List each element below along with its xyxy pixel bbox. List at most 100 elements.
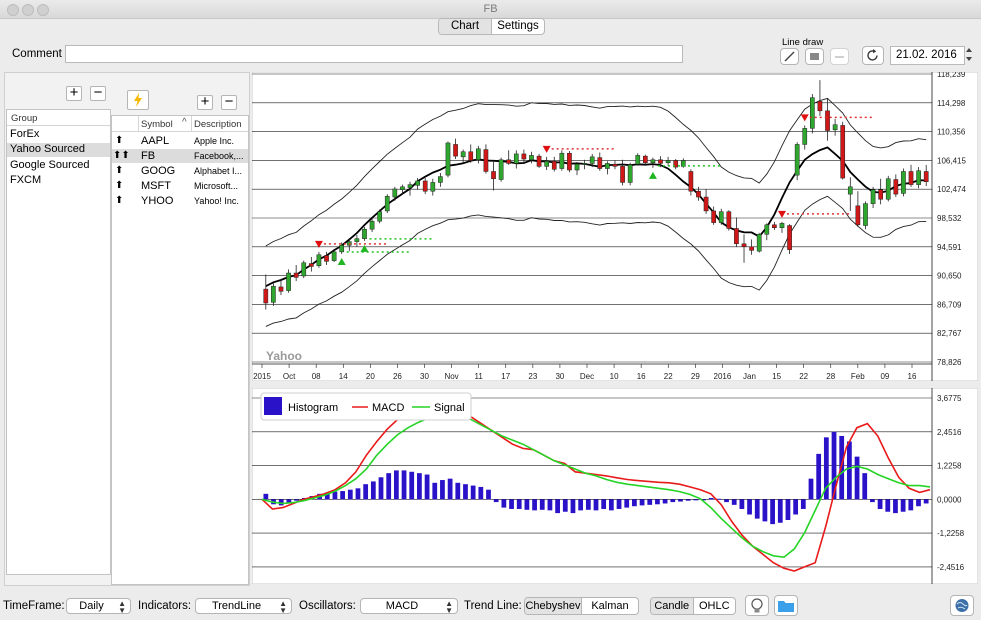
group-item-yahoo-sourced[interactable]: Yahoo Sourced (7, 143, 110, 157)
symbol-column-header[interactable]: Symbol (141, 119, 173, 130)
description-column-header[interactable]: Description (194, 119, 242, 130)
histogram-bar (355, 488, 361, 500)
price-x-tick-label: Dec (580, 372, 594, 381)
minimize-window-button[interactable] (22, 4, 34, 16)
symbol-ticker: YHOO (141, 195, 174, 207)
candle-body (491, 171, 496, 180)
histogram-bar (800, 499, 806, 509)
histogram-bar (846, 441, 852, 500)
chart-type-candle[interactable]: Candle (651, 598, 694, 614)
histogram-bar (501, 499, 507, 508)
price-x-tick-label: 08 (312, 372, 321, 381)
timeframe-select[interactable]: Daily ▲ ▼ (66, 598, 131, 615)
histogram-bar (893, 499, 898, 514)
candle-body (658, 159, 663, 164)
histogram-bar (616, 499, 622, 509)
trend-line-chebyshev[interactable]: Chebyshev (525, 598, 582, 614)
symbol-table: Symbol ^ Description ⬆ AAPL Apple Inc. ⬆… (111, 115, 249, 585)
price-x-tick-label: 23 (528, 372, 537, 381)
candle-body (718, 211, 724, 223)
histogram-bar (263, 493, 269, 500)
candle-body (832, 124, 838, 131)
candle-body (908, 171, 914, 185)
price-x-tick-label: 30 (555, 372, 564, 381)
tab-settings[interactable]: Settings (497, 20, 539, 32)
symbol-row-goog[interactable]: ⬆ GOOG Alphabet I... (112, 164, 248, 178)
chart-type-ohlc[interactable]: OHLC (698, 600, 730, 612)
symbol-row-msft[interactable]: ⬆ MSFT Microsoft... (112, 179, 248, 193)
macd-chart[interactable]: 3,6775 2,4516 1,2258 0,0000 -1,2258 -2,4516 H… (252, 388, 978, 584)
zoom-window-button[interactable] (37, 4, 49, 16)
group-item-forex[interactable]: ForEx (10, 128, 40, 140)
price-x-tick-label: 2015 (253, 372, 271, 381)
histogram-bar (278, 499, 284, 506)
group-item-fxcm[interactable]: FXCM (10, 174, 42, 186)
tab-chart[interactable]: Chart (439, 19, 492, 34)
candle-body (460, 151, 466, 158)
remove-group-button[interactable]: − (90, 84, 106, 101)
updown-chevron-icon: ▲ ▼ (279, 599, 287, 615)
candle-body (271, 285, 276, 303)
timeframe-label: TimeFrame: (3, 600, 65, 612)
buy-signal-marker (648, 171, 657, 179)
add-group-button[interactable]: + (66, 85, 82, 101)
price-y-tick-label: 90,650 (937, 272, 962, 281)
price-x-tick-label: 30 (420, 372, 429, 381)
macd-y-tick-label: -2,4516 (937, 563, 965, 572)
candle-body (923, 171, 929, 182)
draw-horizontal-line-button[interactable] (830, 48, 849, 65)
group-list: Group ForEx Yahoo Sourced Google Sourced… (6, 109, 111, 575)
oscillators-select[interactable]: MACD ▲ ▼ (360, 598, 458, 615)
lightbulb-button[interactable] (745, 595, 769, 616)
candle-body (605, 163, 610, 169)
group-item-google-sourced[interactable]: Google Sourced (10, 159, 90, 171)
price-x-tick-label: 10 (610, 372, 619, 381)
symbol-row-yhoo[interactable]: ⬆ YHOO Yahoo! Inc. (112, 194, 248, 208)
histogram-bar (885, 499, 891, 512)
sell-signal-marker (777, 210, 786, 218)
date-stepper[interactable] (963, 45, 975, 64)
histogram-bar (862, 473, 868, 500)
symbol-row-fb[interactable]: ⬆⬆ FB Facebook,... (112, 149, 248, 163)
minus-icon: − (93, 84, 103, 101)
lightbulb-icon (751, 598, 763, 613)
trend-line (265, 146, 927, 288)
price-chart[interactable]: 118,239 114,298 110,356 106,415 102,474 98,53… (252, 72, 978, 381)
stepper-arrows-icon (966, 48, 972, 61)
folder-button[interactable] (774, 595, 798, 616)
histogram-bar (923, 499, 929, 504)
price-y-tick-label: 114,298 (937, 99, 966, 108)
candle-body (445, 142, 451, 176)
trend-line-kalman[interactable]: Kalman (591, 600, 629, 612)
add-symbol-button[interactable]: + (197, 94, 213, 110)
close-window-button[interactable] (7, 4, 19, 16)
histogram-bar (478, 486, 484, 500)
candle-body (453, 144, 458, 157)
draw-rectangle-button[interactable] (805, 48, 824, 65)
histogram-bar (401, 470, 407, 500)
symbol-description: Alphabet I... (194, 166, 243, 176)
macd-y-tick-label: 1,2258 (937, 462, 962, 471)
remove-symbol-button[interactable]: − (221, 94, 237, 110)
refresh-button[interactable] (862, 46, 884, 65)
price-y-tick-label: 106,415 (937, 156, 966, 165)
indicators-select[interactable]: TrendLine ▲ ▼ (195, 598, 292, 615)
candle-body (559, 152, 565, 169)
candle-body (331, 251, 337, 261)
symbol-description: Yahoo! Inc. (194, 196, 239, 206)
lightning-button[interactable] (127, 90, 149, 110)
trend-double-up-arrow-icon: ⬆⬆ (113, 150, 130, 161)
symbol-row-aapl[interactable]: ⬆ AAPL Apple Inc. (112, 134, 248, 148)
date-field[interactable]: 21.02. 2016 (890, 46, 965, 65)
candle-body (673, 160, 679, 168)
draw-line-button[interactable] (780, 48, 799, 65)
group-header-divider (7, 125, 110, 126)
legend-histogram-swatch (264, 397, 282, 415)
histogram-bar (808, 478, 814, 500)
comment-input[interactable] (65, 45, 683, 63)
price-x-tick-label: 2016 (714, 372, 732, 381)
globe-button[interactable] (950, 595, 974, 616)
price-x-tick-label: Jan (743, 372, 756, 381)
candle-body (885, 178, 891, 200)
histogram-bar (440, 480, 445, 500)
